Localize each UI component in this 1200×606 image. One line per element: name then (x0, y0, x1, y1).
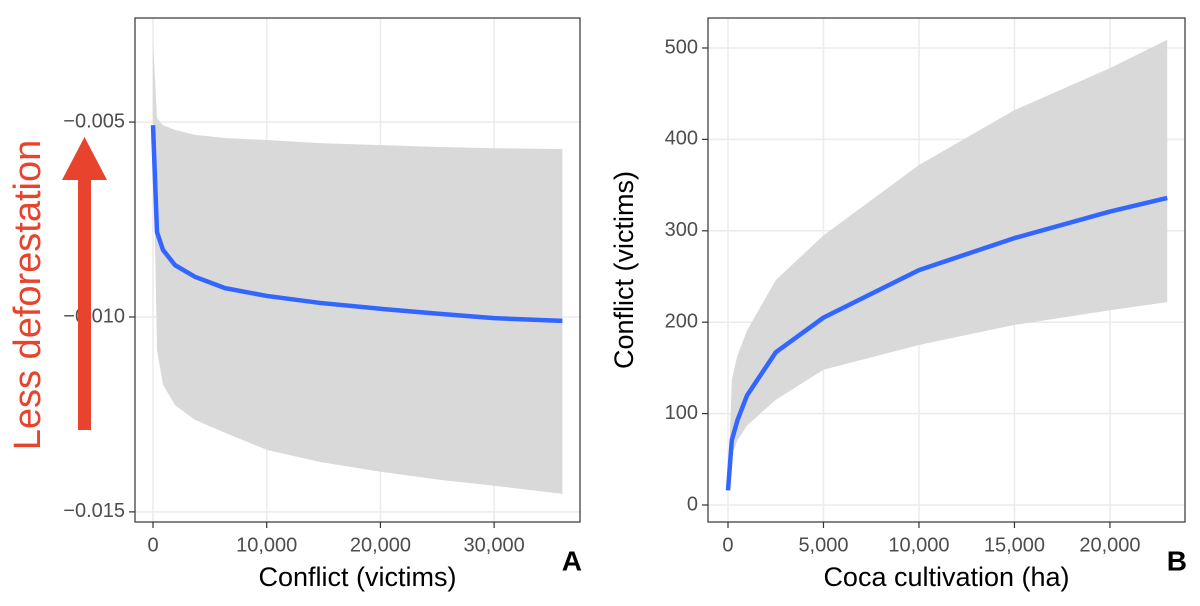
x-tick-label: 10,000 (888, 534, 949, 556)
line (150, 125, 563, 324)
confidence-band (727, 39, 1168, 491)
y-tick-label: 300 (665, 219, 698, 241)
y-tick-label: −0.015 (63, 500, 125, 522)
panel-label: A (562, 545, 582, 576)
x-axis-title: Conflict (victims) (258, 562, 456, 592)
x-tick-label: 0 (722, 534, 733, 556)
chart-panel: 0 5,000 10,000 15,000 20,000 0 100 200 300 400 500… (609, 17, 1187, 592)
annotation: Less deforestation (7, 140, 49, 451)
y-tick-label: 500 (665, 36, 698, 58)
y-tick-label: −0.010 (63, 305, 125, 327)
x-tick-label: 10,000 (236, 534, 297, 556)
chart-panel: 0 10,000 20,000 30,000 −0.015 −0.010 −0.005 Con… (7, 17, 582, 592)
x-axis-title: Coca cultivation (ha) (823, 562, 1069, 592)
y-tick-label: −0.005 (63, 110, 125, 132)
x-tick-label: 30,000 (464, 534, 525, 556)
x-tick-label: 15,000 (984, 534, 1045, 556)
x-tick-label: 5,000 (798, 534, 848, 556)
line (725, 195, 1168, 491)
arrow-head (62, 137, 107, 180)
y-tick-label: 0 (687, 493, 698, 515)
plot-border (707, 17, 1186, 523)
x-tick-label: 20,000 (350, 534, 411, 556)
y-tick-label: 100 (665, 402, 698, 424)
confidence-band (153, 40, 563, 494)
arrow-shaft (78, 178, 91, 430)
x-tick-label: 0 (147, 534, 158, 556)
y-axis-title: Conflict (victims) (609, 171, 639, 369)
y-tick-label: 200 (665, 310, 698, 332)
plot-border (134, 17, 581, 523)
y-tick-label: 400 (665, 128, 698, 150)
x-tick-label: 20,000 (1079, 534, 1140, 556)
panel-label: B (1167, 545, 1187, 576)
